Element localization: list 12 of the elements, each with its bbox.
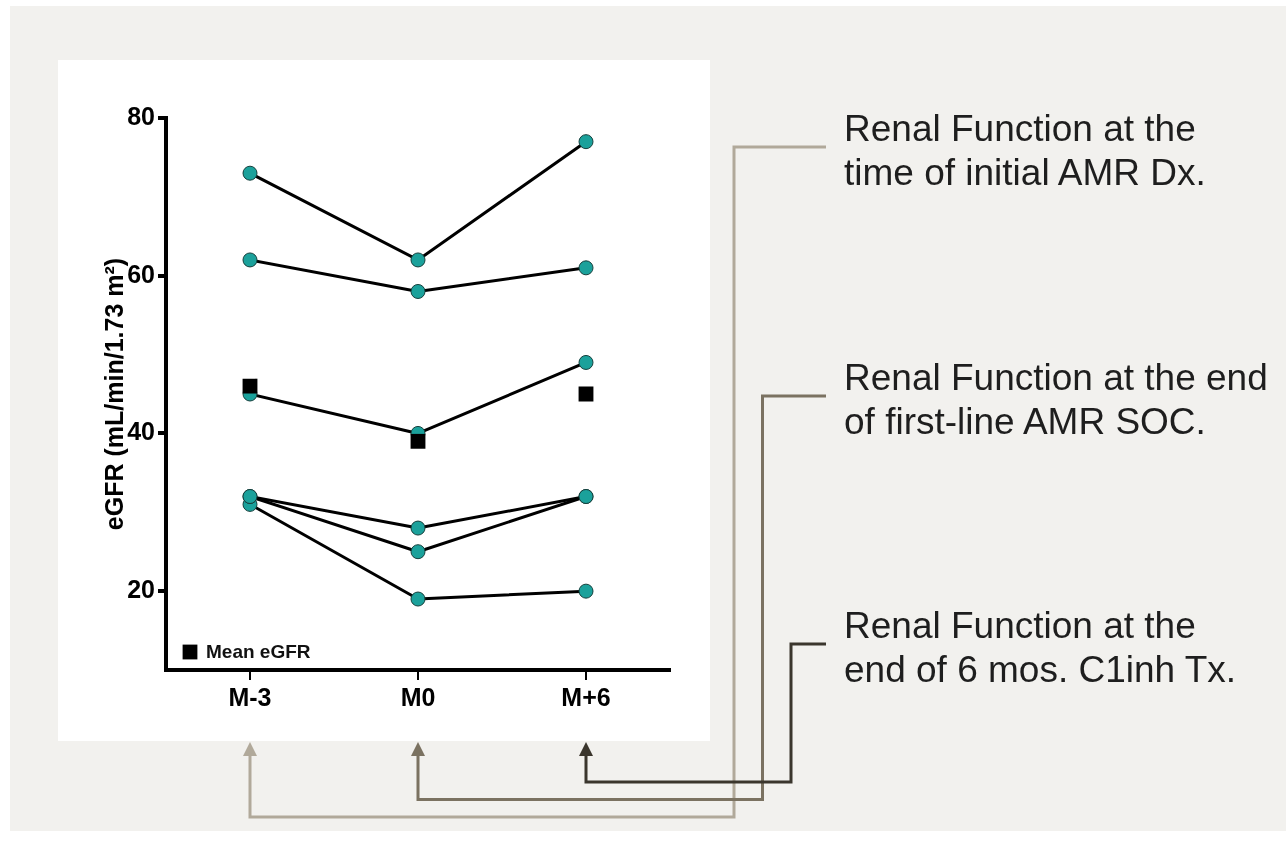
y-tick-label: 20 [127, 575, 155, 604]
legend-label: Mean eGFR [206, 641, 311, 663]
text: Renal Function at the time of initial AMR Dx. [844, 107, 1206, 195]
y-tick-label: 80 [127, 101, 155, 130]
y-axis-title: eGFR (mL/min/1.73 m²) [99, 257, 128, 531]
text: Renal Function at the end of first-line AMR SOC. [844, 355, 1268, 444]
y-tick-label: 60 [127, 259, 155, 288]
text: Renal Function at the end of 6 mos. C1inh Tx. [844, 604, 1237, 692]
x-tick-label: M+6 [561, 682, 611, 711]
x-tick-label: M-3 [228, 682, 272, 711]
y-tick-label: 40 [127, 417, 155, 446]
x-tick-label: M0 [400, 682, 436, 711]
